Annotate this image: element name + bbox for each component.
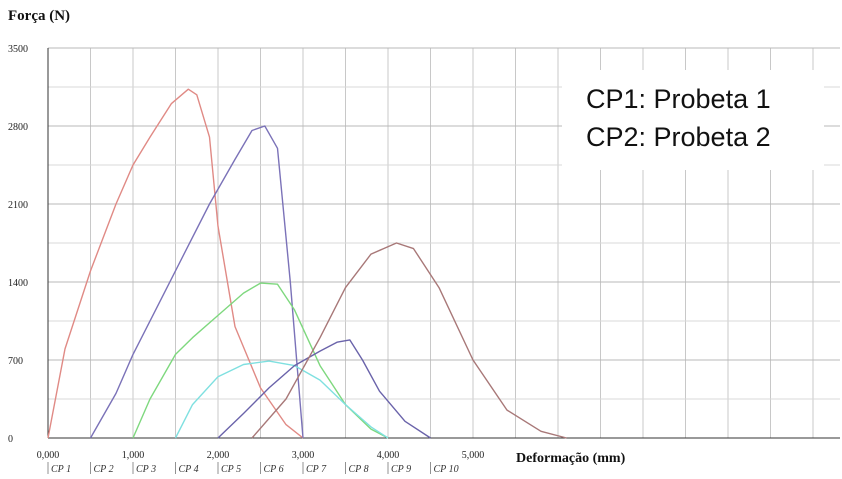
x-tick-label: 2,000 [207,450,230,461]
series-line-5 [217,339,431,439]
legend-item: CP 6 [264,464,284,475]
legend-item: CP 10 [434,464,459,475]
y-tick-labels: 0 700 1400 2100 2800 3500 [8,44,28,445]
annotation-line-1: CP1: Probeta 1 [586,84,771,114]
x-tick-label: 1,000 [122,450,145,461]
x-tick-labels: 0,000 1,000 2,000 3,000 4,000 5,000 [37,450,485,461]
legend-item: CP 5 [221,464,241,475]
legend-item: CP 7 [306,464,327,475]
legend-item: CP 8 [349,464,369,475]
axes [47,48,840,439]
y-tick-label: 700 [8,356,23,367]
y-tick-label: 2100 [8,200,28,211]
series-line-2 [89,125,304,439]
annotation-line-2: CP2: Probeta 2 [586,122,771,152]
y-axis-label: Força (N) [8,8,71,24]
y-tick-label: 2800 [8,122,28,133]
annotation-box: CP1: Probeta 1 CP2: Probeta 2 [562,70,824,170]
y-tick-label: 1400 [8,278,28,289]
x-tick-label: 5,000 [462,450,485,461]
x-tick-label: 4,000 [377,450,400,461]
legend: CP 1 CP 2 CP 3 CP 4 CP 5 CP 6 CP 7 CP 8 CP 9 CP 1… [47,462,459,475]
series-line-4 [174,360,389,439]
x-tick-label: 3,000 [292,450,315,461]
series-line-6 [251,242,567,439]
legend-item: CP 1 [51,464,71,475]
y-tick-label: 3500 [8,44,28,55]
legend-item: CP 3 [136,464,156,475]
series-line-1 [47,88,304,439]
x-axis-label: Deformação (mm) [516,451,626,466]
series-lines [47,88,567,439]
x-tick-label: 0,000 [37,450,60,461]
legend-item: CP 2 [94,464,114,475]
legend-item: CP 9 [391,464,411,475]
legend-item: CP 4 [179,464,199,475]
y-tick-label: 0 [8,434,13,445]
